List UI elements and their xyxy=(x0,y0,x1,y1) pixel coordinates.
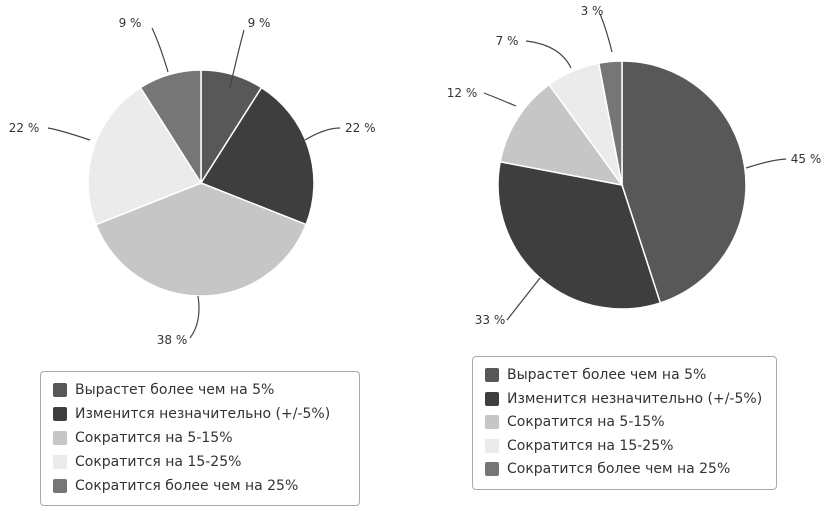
legend-item: Вырастет более чем на 5% xyxy=(53,381,274,399)
data-label: 22 % xyxy=(345,121,376,135)
legend-item: Изменится незначительно (+/-5%) xyxy=(485,390,762,408)
legend-item: Вырастет более чем на 5% xyxy=(485,366,706,384)
legend-swatch xyxy=(485,415,499,430)
legend-label: Изменится незначительно (+/-5%) xyxy=(507,390,763,407)
leader-line xyxy=(506,277,541,321)
legend-swatch xyxy=(53,479,67,493)
pie-slice xyxy=(94,182,308,297)
leader-line xyxy=(745,158,787,169)
data-label: 9 % xyxy=(248,16,271,30)
legend-swatch xyxy=(485,462,499,477)
legend-left: Вырастет более чем на 5% Изменится незнач… xyxy=(40,371,360,506)
legend-item: Сократится более чем на 25% xyxy=(485,460,730,478)
legend-item: Сократится на 5-15% xyxy=(53,429,233,447)
pie-slice xyxy=(139,69,202,186)
legend-label: Сократится на 15-25% xyxy=(507,437,674,454)
legend-right: Вырастет более чем на 5% Изменится незнач… xyxy=(472,356,777,490)
legend-label: Изменится незначительно (+/-5%) xyxy=(75,406,331,422)
legend-swatch xyxy=(485,368,499,382)
leader-line xyxy=(229,29,245,89)
data-label: 12 % xyxy=(447,86,478,100)
data-label: 33 % xyxy=(475,313,506,327)
pie-slice xyxy=(597,60,623,186)
data-label: 38 % xyxy=(157,333,188,347)
pie-slice xyxy=(499,83,624,187)
data-label: 45 % xyxy=(791,152,822,166)
leader-line xyxy=(189,295,200,339)
legend-item: Сократится на 5-15% xyxy=(485,413,665,431)
legend-swatch xyxy=(485,438,499,453)
legend-item: Изменится незначительно (+/-5%) xyxy=(53,405,330,423)
legend-swatch xyxy=(53,431,67,445)
legend-swatch xyxy=(53,383,67,397)
legend-label: Сократится более чем на 25% xyxy=(75,478,299,494)
leader-line xyxy=(483,92,517,107)
leader-line xyxy=(599,13,613,53)
legend-label: Сократится на 5-15% xyxy=(507,414,665,431)
data-label: 3 % xyxy=(581,4,604,18)
pie-slice xyxy=(621,60,747,304)
legend-label: Сократится на 15-25% xyxy=(75,454,242,470)
legend-item: Сократится на 15-25% xyxy=(53,453,241,471)
data-label: 22 % xyxy=(9,121,40,135)
legend-item: Сократится более чем на 25% xyxy=(53,477,298,495)
data-label: 7 % xyxy=(496,34,519,48)
leader-line xyxy=(525,40,572,69)
legend-swatch xyxy=(485,391,499,406)
legend-swatch xyxy=(53,407,67,421)
legend-label: Сократится на 5-15% xyxy=(75,430,233,446)
legend-label: Вырастет более чем на 5% xyxy=(507,367,707,383)
pie-slice xyxy=(87,86,203,226)
data-label: 9 % xyxy=(119,16,142,30)
legend-label: Сократится более чем на 25% xyxy=(507,461,731,478)
leader-line xyxy=(47,127,91,141)
leader-line xyxy=(151,27,169,73)
leader-line xyxy=(304,127,341,141)
legend-item: Сократится на 15-25% xyxy=(485,437,673,455)
legend-swatch xyxy=(53,455,67,469)
legend-label: Вырастет более чем на 5% xyxy=(75,382,275,398)
pie-slice xyxy=(199,86,315,226)
